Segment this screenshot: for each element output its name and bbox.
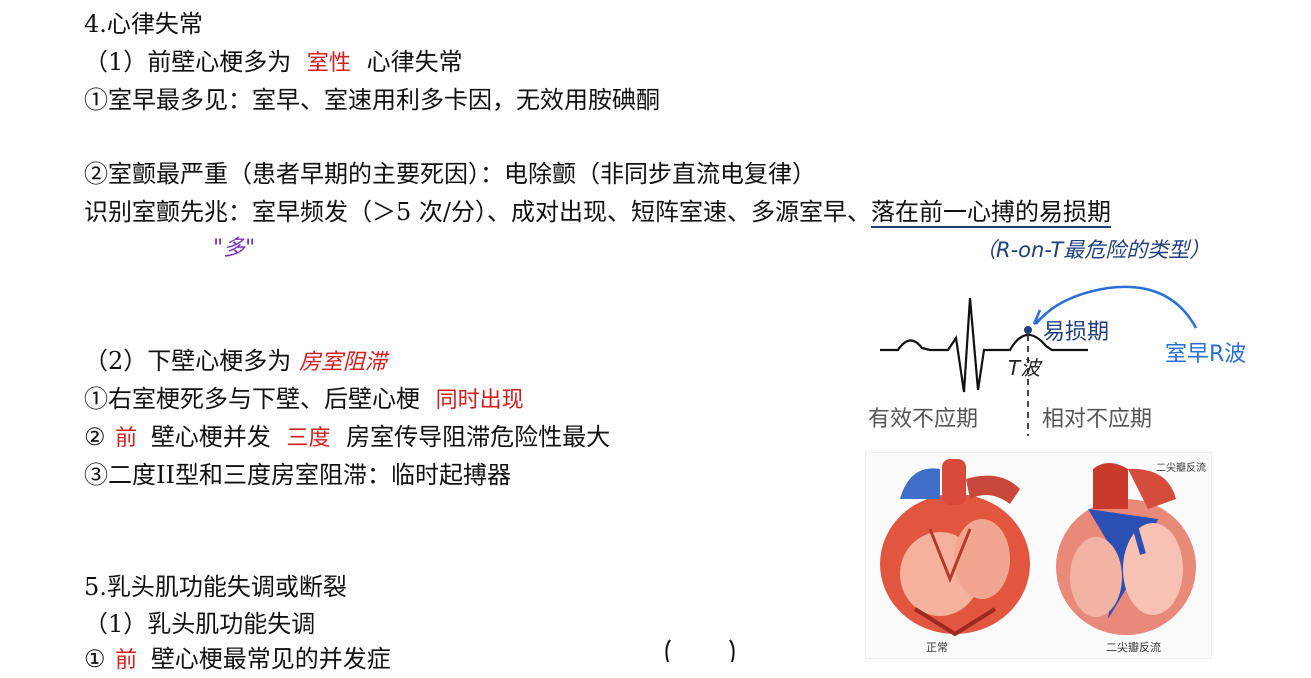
section-5-item1: ① 前 壁心梗最常见的并发症 (84, 642, 391, 678)
section-5-item1-highlight: 前 (115, 648, 138, 673)
item-right-prefix: ①右室梗死多与下壁、后壁心梗 (84, 385, 420, 413)
pvc-arrowhead (1032, 309, 1047, 325)
sub1-prefix: （1）前壁心梗多为 (84, 48, 292, 76)
section-4-item3: ③二度II型和三度房室阻滞：临时起搏器 (84, 461, 511, 489)
item-front-suffix: 房室传导阻滞危险性最大 (346, 423, 611, 451)
section-5-sub1: （1）乳头肌功能失调 (84, 610, 316, 638)
item-front-num: ② (84, 423, 106, 451)
section-4-sub1: （1）前壁心梗多为 室性 心律失常 (84, 45, 463, 81)
effective-refractory-label: 有效不应期 (868, 407, 979, 432)
ecg-waveform (880, 297, 1088, 393)
regurg-heart-image (1056, 463, 1196, 635)
annotation-r-on-t: （R-on-T最危险的类型） (975, 238, 1211, 262)
vulnerable-period-label: 易损期 (1043, 320, 1110, 345)
section-4-item2: ②室颤最严重（患者早期的主要死因）：电除颤（非同步直流电复律） (84, 160, 816, 188)
pvc-arrow (1035, 285, 1198, 329)
section-4-sub2: （2）下壁心梗多为 房室阻滞 (84, 344, 387, 380)
normal-label: 正常 (926, 641, 948, 654)
section-5-item1-num: ① (84, 645, 106, 673)
item-front-wall: ② 前 壁心梗并发 三度 房室传导阻滞危险性最大 (84, 420, 610, 456)
item-right-highlight: 同时出现 (435, 388, 524, 413)
section-4-item1: ①室早最多见：室早、室速用利多卡因，无效用胺碘酮 (84, 86, 660, 114)
annotation-duo: "多" (213, 236, 256, 261)
identify-prefix: 识别室颤先兆：室早频发（＞5 次/分）、成对出现、短阵室速、多源室早、 (84, 198, 871, 226)
regurg-label: 二尖瓣反流 (1106, 641, 1161, 654)
sub2-highlight: 房室阻滞 (298, 350, 387, 375)
section-4-title: 4.心律失常 (84, 10, 203, 38)
t-wave-point (1024, 326, 1032, 334)
sub2-prefix: （2）下壁心梗多为 (84, 347, 292, 375)
item-front-mid: 壁心梗并发 (150, 423, 271, 451)
item-front-highlight2: 三度 (286, 426, 331, 451)
relative-refractory-label: 相对不应期 (1042, 407, 1153, 432)
identify-underlined: 落在前一心搏的易损期 (870, 198, 1111, 228)
heart-figure: 正常 二尖瓣反流 二尖瓣反流 (865, 452, 1212, 659)
pvc-r-wave-label: 室早R波 (1165, 342, 1247, 367)
regurg-title: 二尖瓣反流 (1156, 463, 1206, 474)
normal-heart-image (880, 459, 1030, 637)
ecg-diagram (880, 285, 1198, 436)
identify-vf-precursor: 识别室颤先兆：室早频发（＞5 次/分）、成对出现、短阵室速、多源室早、落在前一心… (84, 195, 1111, 229)
section-5-item1-suffix: 壁心梗最常见的并发症 (150, 645, 391, 673)
sub1-highlight: 室性 (306, 51, 351, 76)
section-5-title: 5.乳头肌功能失调或断裂 (84, 573, 347, 601)
item-right-ventricle: ①右室梗死多与下壁、后壁心梗 同时出现 (84, 382, 524, 418)
item-front-highlight1: 前 (115, 426, 138, 451)
handwritten-bracket (665, 639, 735, 662)
t-wave-label: T波 (1008, 356, 1041, 380)
sub1-suffix: 心律失常 (366, 48, 463, 76)
